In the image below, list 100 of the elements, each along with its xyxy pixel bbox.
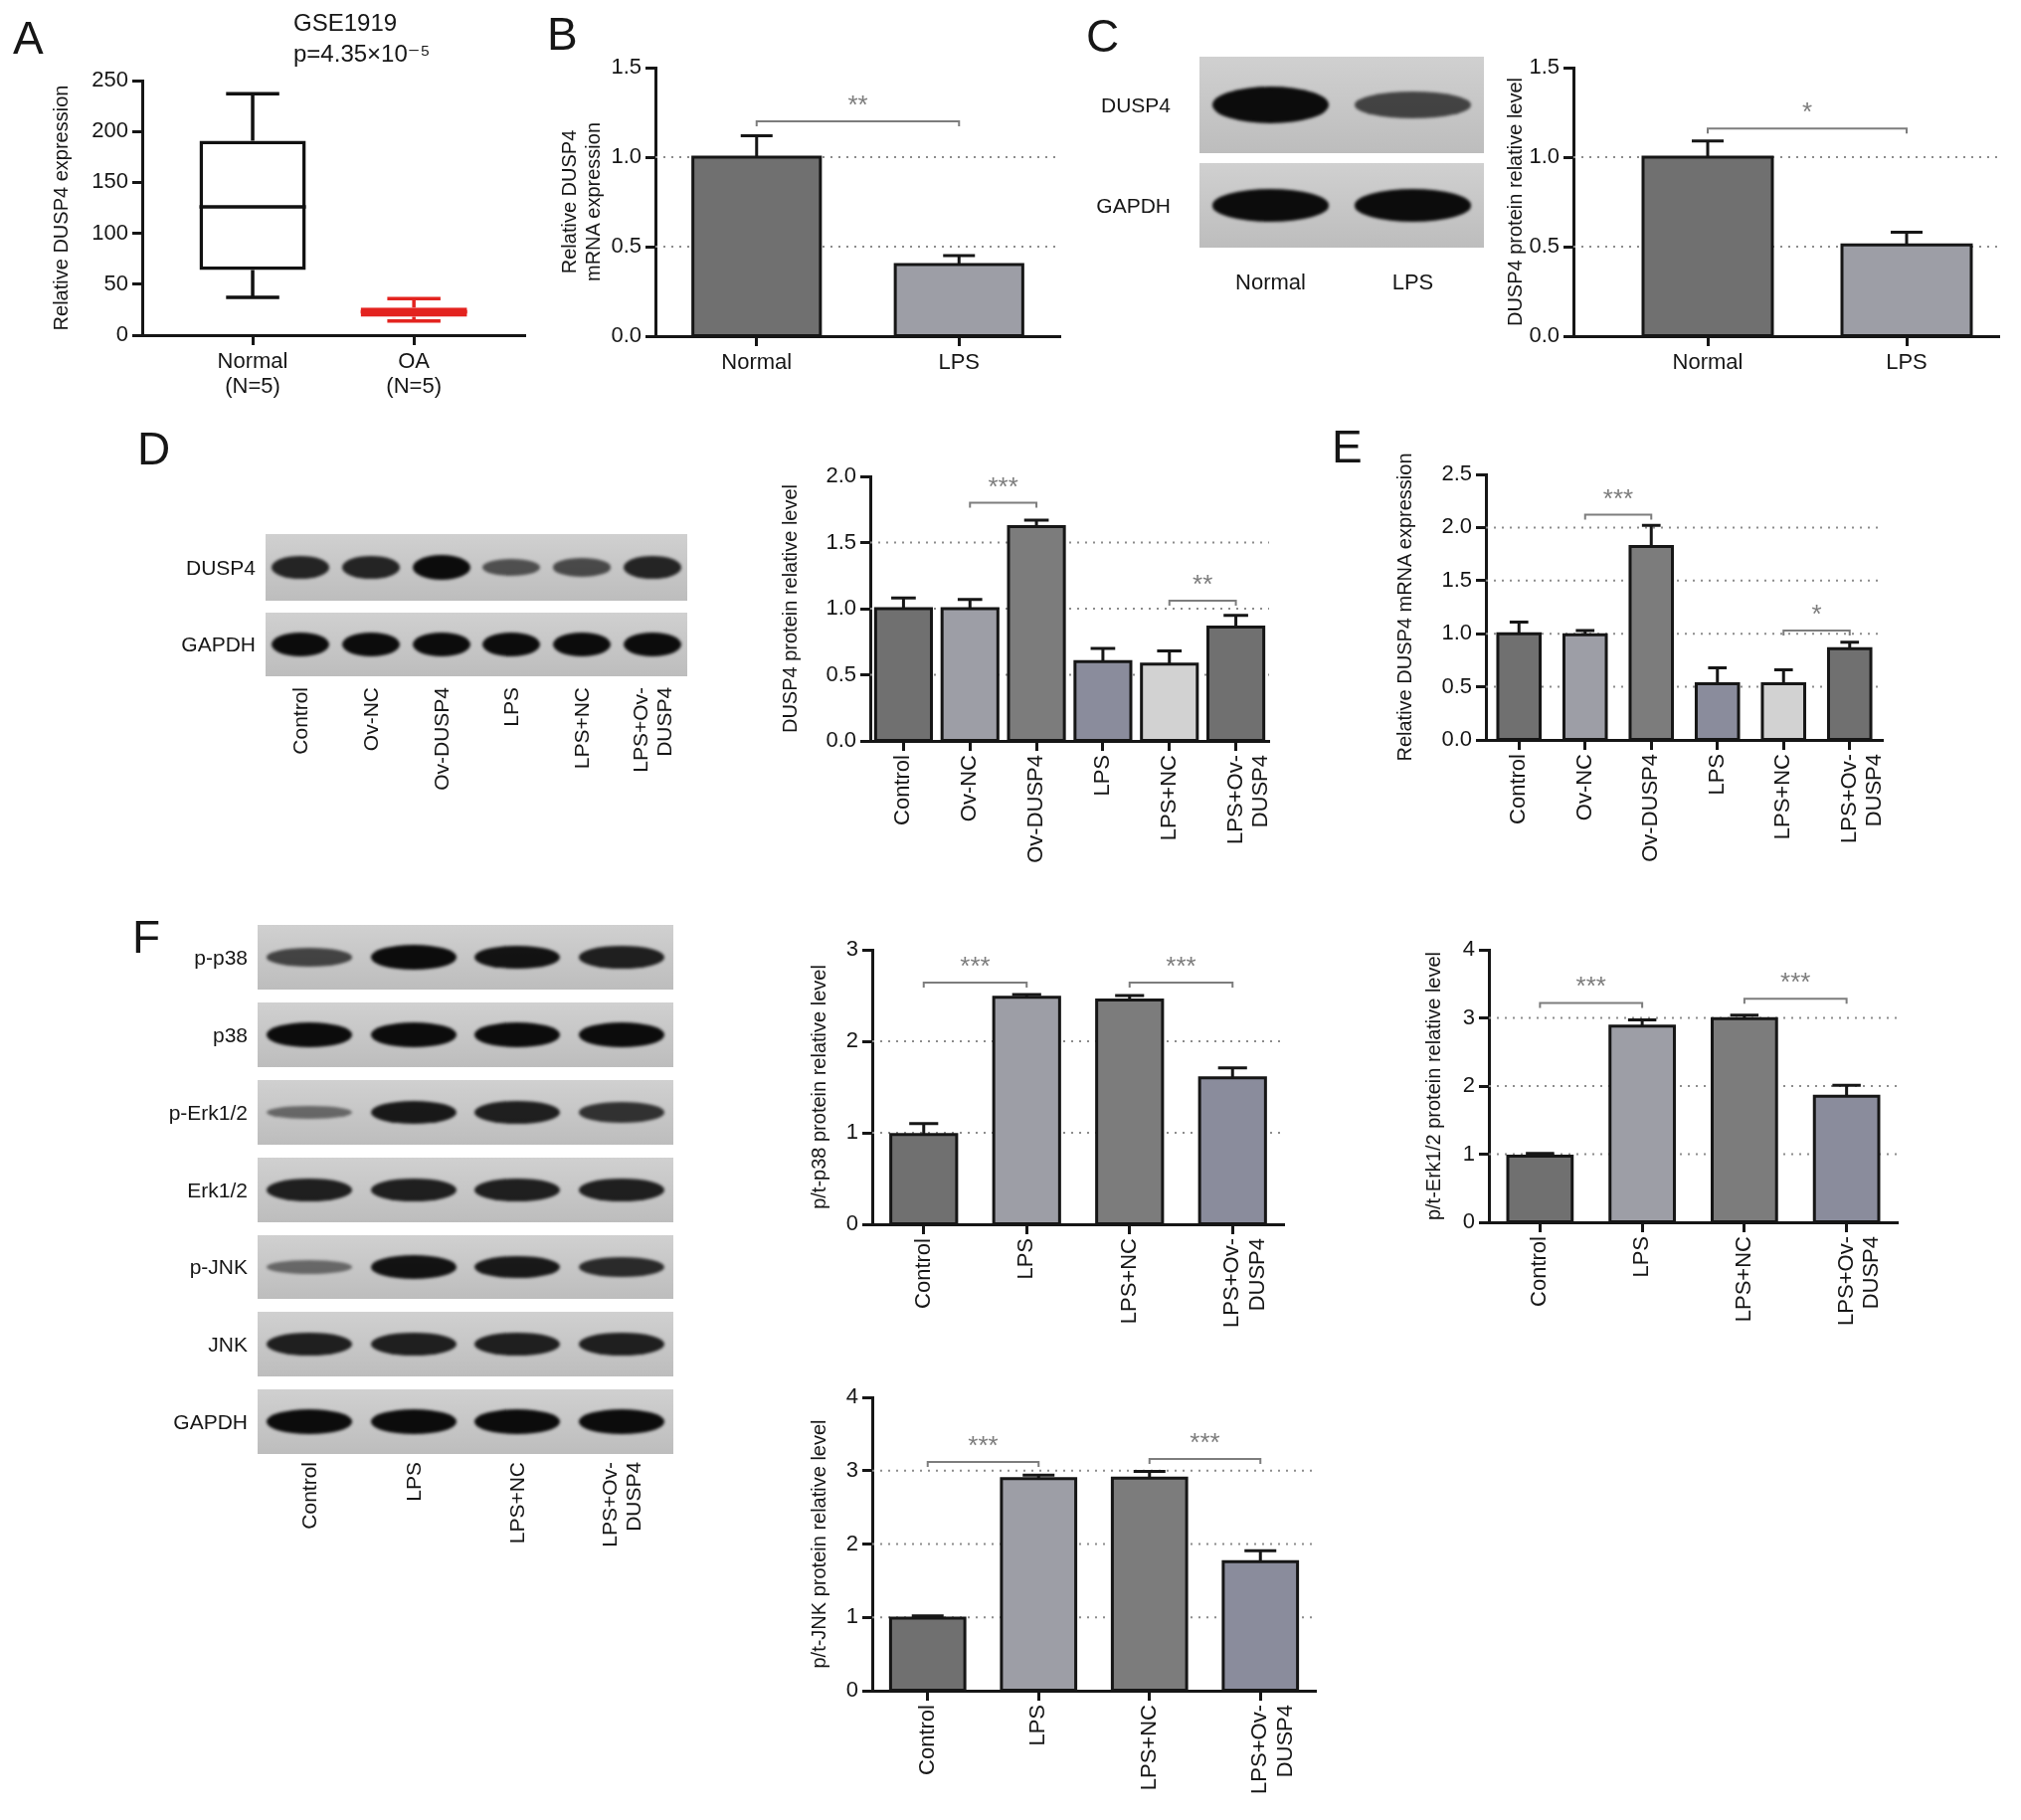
annotation: *** (1575, 971, 1606, 1001)
y-tick-label: 4 (845, 1383, 858, 1409)
category-label: p-Erk1/2 (168, 1100, 248, 1124)
annotation: * (1811, 599, 1822, 629)
text: D (137, 423, 171, 475)
y-axis-title: p/t-p38 protein relative level (807, 965, 829, 1209)
annotation: ** (847, 90, 868, 119)
y-tick-label: 0.5 (1529, 233, 1560, 259)
y-tick-label: 0.5 (1441, 672, 1472, 698)
category-label: JNK (208, 1332, 248, 1356)
x-tick-label: Normal (1672, 348, 1744, 374)
y-tick-label: 3 (1462, 1003, 1475, 1029)
x-tick-label: Ov-NC (956, 754, 982, 822)
x-tick-label: LPS (938, 348, 981, 374)
x-tick-label: LPS (1886, 348, 1928, 374)
x-tick-label: Control (1526, 1236, 1552, 1307)
y-tick-label: 0 (845, 1210, 858, 1236)
x-tick-label: LPS (1088, 755, 1114, 797)
x-tick-label: LPS+NC (1730, 1235, 1755, 1323)
y-tick-label: 3 (845, 1456, 858, 1482)
x-tick-label: LPS+NC (1115, 1237, 1141, 1325)
y-tick-label: 0.0 (611, 322, 642, 348)
x-tick-label: Ov-DUSP4 (1637, 754, 1663, 862)
x-tick-label: LPS+Ov-DUSP4 (1832, 1236, 1883, 1326)
y-tick-label: 0 (1462, 1208, 1475, 1234)
x-tick-label: Control (1505, 754, 1531, 824)
y-axis-title: p/t-Erk1/2 protein relative level (1421, 951, 1444, 1221)
y-tick-label: 0.5 (826, 660, 856, 686)
category-label: Control (288, 687, 313, 755)
y-tick-label: 0.0 (826, 727, 856, 753)
category-label: Control (297, 1462, 322, 1530)
x-tick-label: Normal (N=5) (217, 347, 288, 399)
category-label: GAPDH (1096, 193, 1171, 217)
y-tick-label: 250 (92, 67, 128, 92)
y-tick-label: 3 (845, 936, 858, 962)
y-axis-title: Relative DUSP4 mRNA expression (1392, 453, 1415, 762)
y-tick-label: 1 (845, 1119, 858, 1145)
y-tick-label: 1.0 (826, 595, 856, 621)
x-tick-label: LPS+NC (1155, 754, 1181, 841)
x-tick-label: OA (N=5) (386, 347, 442, 399)
category-label: p-p38 (194, 945, 248, 969)
x-tick-label: LPS+Ov-DUSP4 (1246, 1705, 1297, 1794)
y-axis-title: DUSP4 protein relative level (778, 483, 801, 734)
y-tick-label: 50 (103, 270, 128, 295)
x-tick-label: Control (913, 1705, 939, 1775)
y-tick-label: 1 (1462, 1140, 1475, 1166)
category-label: p-JNK (189, 1255, 248, 1278)
y-axis-title: p/t-JNK protein relative level (807, 1419, 829, 1669)
text: B (547, 8, 578, 60)
y-tick-label: 0.5 (611, 233, 642, 259)
x-tick-label: LPS+Ov-DUSP4 (1218, 1238, 1269, 1328)
x-tick-label: LPS+Ov-DUSP4 (1221, 755, 1272, 844)
y-tick-label: 1 (845, 1603, 858, 1629)
annotation: *** (1780, 967, 1811, 998)
y-tick-label: 4 (1462, 936, 1475, 962)
category-label: Ov-NC (359, 687, 383, 752)
y-tick-label: 200 (92, 117, 128, 143)
category-label: DUSP4 (1100, 92, 1171, 116)
category-label: LPS+NC (505, 1462, 530, 1545)
y-tick-label: 1.5 (1529, 54, 1560, 80)
y-tick-label: 2 (845, 1530, 858, 1555)
y-tick-label: 0 (845, 1677, 858, 1703)
y-tick-label: 150 (92, 168, 128, 194)
category-label: Normal (1235, 270, 1306, 294)
x-tick-label: LPS+NC (1769, 753, 1795, 840)
annotation: *** (988, 470, 1018, 501)
category-label: Erk1/2 (187, 1178, 248, 1201)
category-label: GAPDH (181, 633, 256, 655)
annotation: *** (968, 1429, 999, 1460)
text: F (132, 911, 161, 964)
x-tick-label: Ov-DUSP4 (1022, 755, 1048, 863)
y-axis-title: Relative DUSP4 mRNA expression (557, 121, 604, 282)
y-axis-title: Relative DUSP4 expression (49, 85, 72, 331)
category-label: LPS (499, 687, 524, 727)
chart-title: GSE1919 (293, 9, 398, 36)
y-tick-label: 1.0 (1441, 620, 1472, 645)
text: C (1086, 10, 1120, 63)
text: A (13, 12, 44, 64)
category-label: LPS+Ov-DUSP4 (597, 1462, 645, 1547)
y-tick-label: 1.5 (1441, 566, 1472, 592)
x-tick-label: LPS+Ov-DUSP4 (1835, 754, 1887, 843)
y-tick-label: 1.0 (611, 143, 642, 169)
text: E (1332, 421, 1363, 472)
annotation: *** (1190, 1426, 1220, 1457)
y-tick-label: 2.5 (1441, 460, 1472, 486)
category-label: LPS (401, 1462, 426, 1502)
y-tick-label: 1.0 (1529, 143, 1560, 169)
category-label: DUSP4 (185, 555, 256, 579)
annotation: *** (1602, 482, 1634, 513)
y-tick-label: 0 (115, 321, 128, 347)
y-tick-label: 1.5 (826, 528, 856, 554)
annotation: *** (1166, 951, 1196, 982)
y-tick-label: 0.0 (1441, 726, 1472, 752)
y-tick-label: 2.0 (1441, 513, 1472, 539)
x-tick-label: Control (909, 1238, 935, 1309)
category-label: GAPDH (173, 1409, 248, 1433)
y-tick-label: 2 (845, 1027, 858, 1053)
x-tick-label: LPS (1628, 1236, 1654, 1278)
y-tick-label: 1.5 (611, 54, 642, 80)
annotation: *** (960, 951, 991, 982)
